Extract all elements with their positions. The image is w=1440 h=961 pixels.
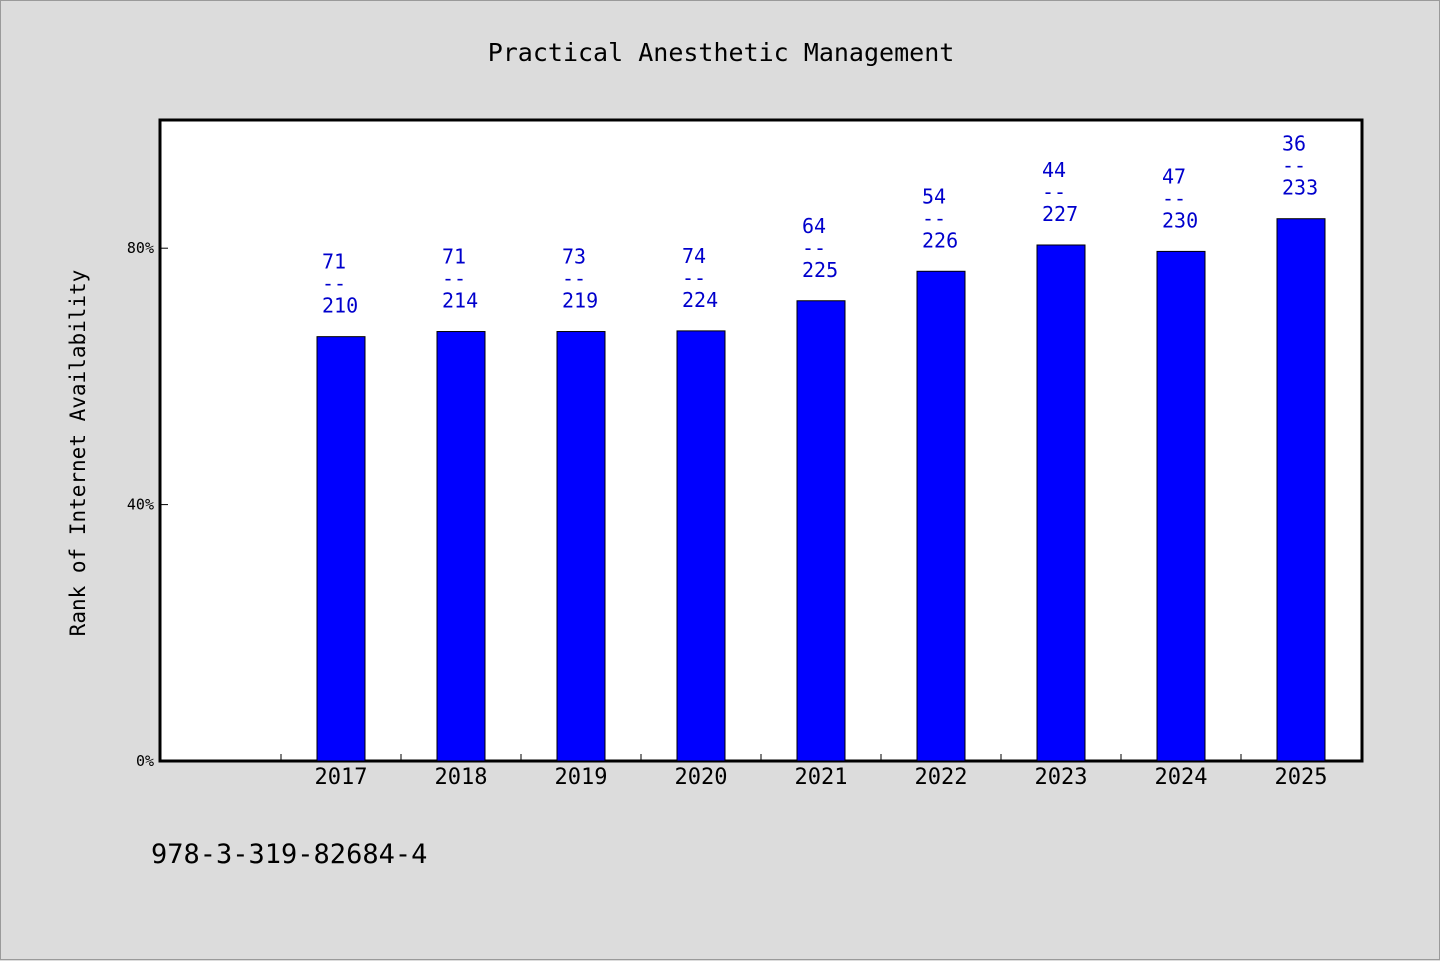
axis-ticks: 0% 40% 80% xyxy=(127,239,1362,770)
data-label-2019-line-3: 219 xyxy=(562,289,598,313)
y-tick-label: 40% xyxy=(127,496,154,514)
data-label-2023-line-3: 227 xyxy=(1042,202,1078,226)
bar-2025 xyxy=(1276,218,1326,762)
data-label-2025-line-3: 233 xyxy=(1282,176,1318,200)
bar-2017 xyxy=(316,336,366,762)
bar-2019 xyxy=(556,331,606,762)
data-labels: 71--21071--21473--21974--22464--22554--2… xyxy=(322,132,1318,318)
bar-2022 xyxy=(916,270,966,762)
data-label-2020-line-1: 74 xyxy=(682,244,706,268)
y-axis-label: Rank of Internet Availability xyxy=(66,270,90,637)
bar-2023 xyxy=(1036,244,1086,762)
x-tick-label-2017: 2017 xyxy=(315,765,368,790)
data-label-2018-line-2: -- xyxy=(442,267,466,291)
data-label-2017-line-1: 71 xyxy=(322,250,346,274)
bar-2021 xyxy=(796,300,846,762)
data-label-2019-line-2: -- xyxy=(562,267,586,291)
data-label-2020-line-3: 224 xyxy=(682,288,718,312)
data-label-2025-line-1: 36 xyxy=(1282,132,1306,156)
bar-2018 xyxy=(436,331,486,762)
data-label-2018-line-1: 71 xyxy=(442,245,466,269)
bars xyxy=(316,218,1326,762)
x-tick-label-2022: 2022 xyxy=(915,765,968,790)
data-label-2021-line-2: -- xyxy=(802,236,826,260)
data-label-2020-line-2: -- xyxy=(682,266,706,290)
x-tick-label-2025: 2025 xyxy=(1275,765,1328,790)
data-label-2019-line-1: 73 xyxy=(562,245,586,269)
data-label-2021-line-1: 64 xyxy=(802,214,826,238)
data-label-2021-line-3: 225 xyxy=(802,258,838,282)
data-label-2022-line-2: -- xyxy=(922,206,946,230)
bar-2024 xyxy=(1156,250,1206,762)
data-label-2024-line-2: -- xyxy=(1162,186,1186,210)
data-label-2017-line-3: 210 xyxy=(322,294,358,318)
y-tick-label: 0% xyxy=(136,752,154,770)
data-label-2025-line-2: -- xyxy=(1282,154,1306,178)
data-label-2022-line-3: 226 xyxy=(922,228,958,252)
x-tick-label-2024: 2024 xyxy=(1155,765,1208,790)
isbn-footnote: 978-3-319-82684-4 xyxy=(151,839,427,870)
x-tick-label-2021: 2021 xyxy=(795,765,848,790)
data-label-2022-line-1: 54 xyxy=(922,184,946,208)
x-tick-label-2020: 2020 xyxy=(675,765,728,790)
x-tick-label-2019: 2019 xyxy=(555,765,608,790)
bar-2020 xyxy=(676,330,726,762)
data-label-2023-line-2: -- xyxy=(1042,180,1066,204)
data-label-2024-line-3: 230 xyxy=(1162,208,1198,232)
y-tick-label: 80% xyxy=(127,239,154,257)
data-label-2024-line-1: 47 xyxy=(1162,164,1186,188)
x-tick-label-2023: 2023 xyxy=(1035,765,1088,790)
data-label-2017-line-2: -- xyxy=(322,272,346,296)
data-label-2023-line-1: 44 xyxy=(1042,158,1066,182)
data-label-2018-line-3: 214 xyxy=(442,289,478,313)
x-tick-label-2018: 2018 xyxy=(435,765,488,790)
chart-title: Practical Anesthetic Management xyxy=(488,38,955,67)
x-axis-tick-labels: 2017 2018 2019 2020 2021 2022 2023 2024 2025 xyxy=(315,765,1328,790)
